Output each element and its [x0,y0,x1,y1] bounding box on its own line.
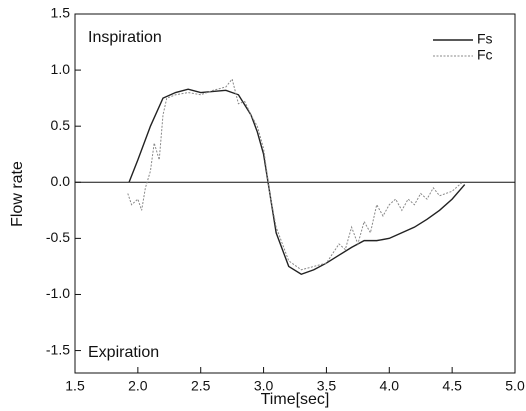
y-axis-label: Flow rate [9,161,26,227]
y-tick-label: 0.5 [51,117,71,133]
data-line [128,88,466,276]
x-tick-label: 2.5 [191,378,211,394]
x-tick-label: 2.0 [128,378,148,394]
y-tick-label: 0.0 [51,173,71,189]
y-tick-label: -1.5 [46,341,70,357]
x-tick-label: 3.0 [254,378,274,394]
y-tick-label: -1.0 [46,285,70,301]
y-tick-label: -0.5 [46,229,70,245]
x-tick-label: 1.5 [65,378,85,394]
plot-frame [74,13,516,374]
y-tick-label: 1.5 [51,5,71,21]
x-tick-label: 3.5 [317,378,337,394]
x-axis-label: Time[sec] [261,391,330,408]
legend-label: Fc [477,47,493,63]
x-tick-label: 5.0 [505,378,525,394]
x-tick-label: 4.5 [442,378,462,394]
legend-label: Fs [477,31,493,47]
annotation: Expiration [88,344,159,361]
x-tick-label: 4.0 [380,378,400,394]
annotation: Inspiration [88,29,162,46]
y-tick-label: 1.0 [51,61,71,77]
data-line [127,77,463,271]
